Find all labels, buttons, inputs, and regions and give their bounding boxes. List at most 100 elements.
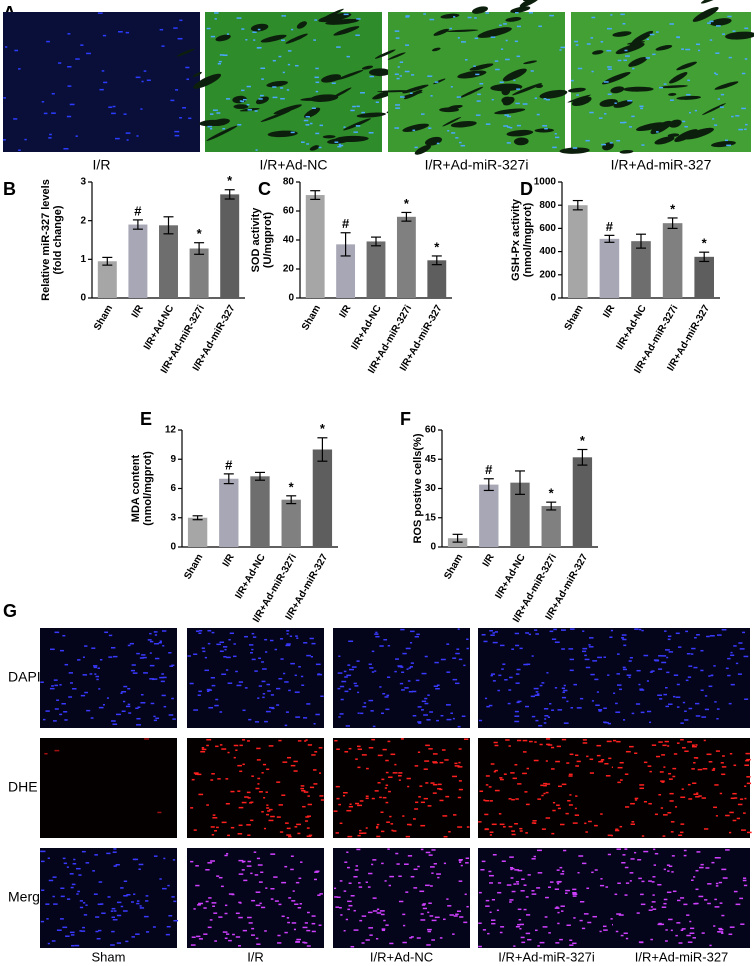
cell xyxy=(288,689,291,692)
cell xyxy=(556,804,560,806)
cell xyxy=(410,662,414,664)
cell xyxy=(544,916,548,918)
y-tick-label: 3 xyxy=(80,177,86,188)
cell xyxy=(488,704,493,707)
cell xyxy=(356,848,361,851)
cell xyxy=(371,797,375,800)
fiber-gap xyxy=(327,137,351,144)
cell xyxy=(570,628,575,630)
cell xyxy=(212,817,218,819)
fiber-gap xyxy=(714,81,739,90)
cell xyxy=(566,762,570,764)
column-label: Sham xyxy=(92,949,126,964)
cell xyxy=(511,798,515,801)
cell xyxy=(51,92,55,95)
cell xyxy=(398,775,402,777)
cell xyxy=(575,795,578,797)
micrograph xyxy=(333,848,470,948)
cell xyxy=(570,707,574,709)
cell xyxy=(198,938,203,940)
cell xyxy=(278,677,283,680)
bar xyxy=(396,216,416,298)
cell xyxy=(96,937,101,940)
cell xyxy=(718,931,724,933)
cell xyxy=(355,758,358,760)
cell xyxy=(69,931,75,934)
cell xyxy=(235,936,241,938)
fiber-gap xyxy=(615,42,645,55)
cell xyxy=(206,738,212,741)
cell xyxy=(159,676,164,679)
cell xyxy=(494,789,500,792)
cell xyxy=(691,768,695,770)
cell xyxy=(485,905,490,907)
cell xyxy=(721,868,727,871)
cell xyxy=(627,99,633,102)
cell xyxy=(52,720,57,722)
cell xyxy=(121,691,127,693)
cell xyxy=(209,919,213,921)
fiber-gap xyxy=(457,70,487,79)
cell xyxy=(431,872,434,874)
cell xyxy=(207,125,213,128)
cell xyxy=(561,738,567,741)
cell xyxy=(652,908,657,910)
cell xyxy=(207,642,211,645)
cell xyxy=(153,855,158,857)
cell xyxy=(159,640,162,642)
cell xyxy=(578,855,584,857)
cell xyxy=(149,652,152,654)
cell xyxy=(650,938,653,941)
cell xyxy=(290,662,295,665)
cell xyxy=(362,705,367,708)
cell xyxy=(306,654,311,657)
cell xyxy=(336,46,341,48)
cell xyxy=(488,874,494,877)
cell xyxy=(488,870,492,873)
fiber-gap xyxy=(442,116,462,127)
cell xyxy=(46,918,49,920)
cell xyxy=(503,23,507,25)
cell xyxy=(440,714,444,717)
cell xyxy=(443,918,446,921)
cell xyxy=(537,849,542,852)
cell xyxy=(607,93,612,96)
cell xyxy=(503,773,507,775)
cell xyxy=(616,684,622,686)
cell xyxy=(730,654,735,657)
cell xyxy=(679,831,684,834)
cell xyxy=(125,31,130,34)
cell xyxy=(206,744,209,747)
cell xyxy=(681,928,686,930)
cell xyxy=(553,628,557,631)
cell xyxy=(388,790,391,793)
fiber-gap xyxy=(519,0,541,8)
cell xyxy=(190,860,194,863)
cell xyxy=(617,882,621,884)
cell xyxy=(113,865,117,867)
cell xyxy=(576,760,581,763)
cell xyxy=(216,875,220,877)
cell xyxy=(53,679,58,681)
cell xyxy=(654,659,660,662)
cell xyxy=(575,754,579,757)
cell xyxy=(629,656,633,659)
micrograph xyxy=(176,8,398,152)
cell xyxy=(334,887,337,890)
cell xyxy=(454,762,458,765)
cell xyxy=(201,747,205,749)
cell xyxy=(448,831,451,833)
cell xyxy=(545,738,551,740)
cell xyxy=(143,70,147,72)
cell xyxy=(657,923,662,926)
cell xyxy=(572,893,578,895)
cell xyxy=(18,149,21,151)
cell xyxy=(592,660,598,662)
cell xyxy=(211,834,215,836)
cell xyxy=(165,933,170,936)
cell xyxy=(236,684,242,687)
cell xyxy=(689,920,692,923)
cell xyxy=(680,738,684,741)
cell xyxy=(585,666,591,669)
significance-marker: * xyxy=(434,239,440,254)
